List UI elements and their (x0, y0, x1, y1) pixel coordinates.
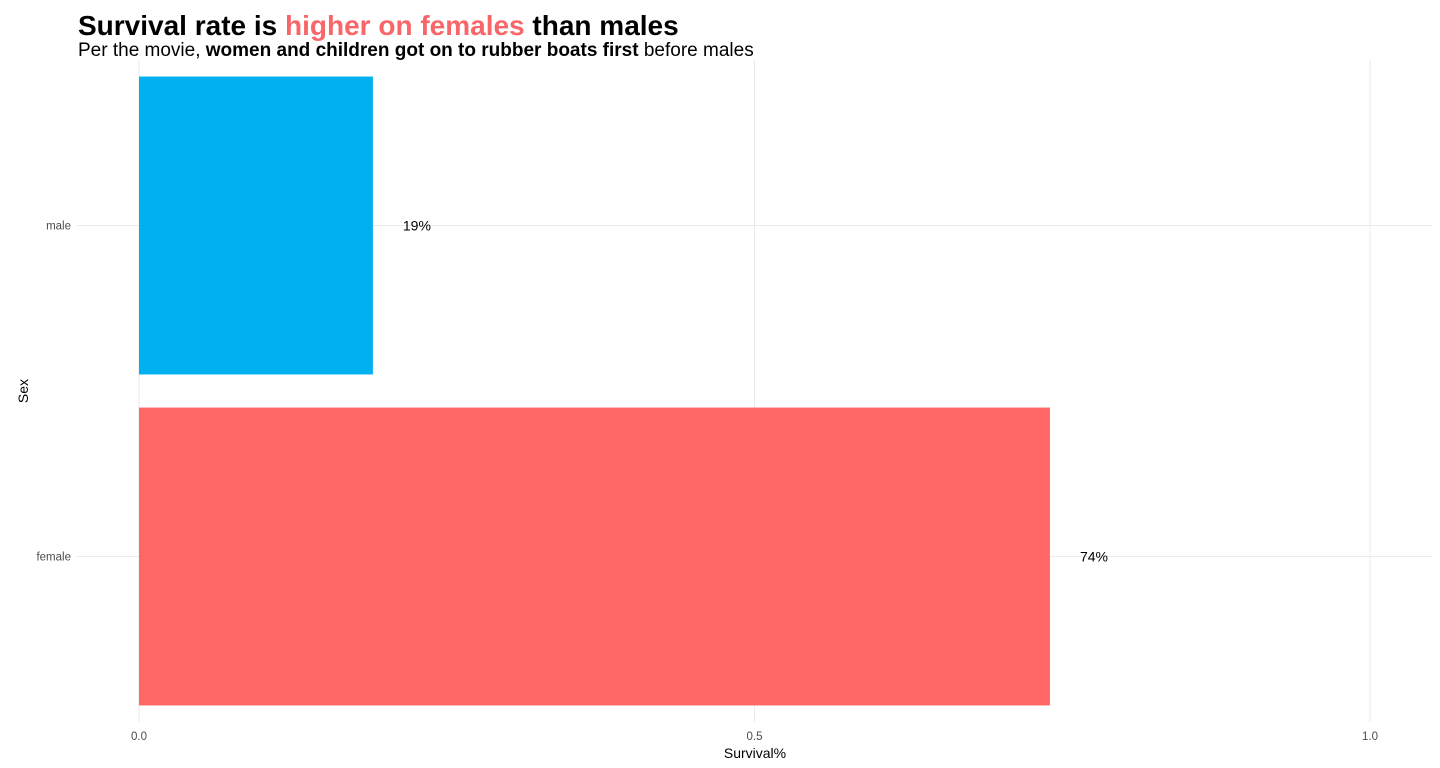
chart-subtitle: Per the movie, women and children got on… (78, 40, 754, 62)
chart-title: Survival rate is higher on females than … (78, 10, 679, 42)
y-axis-title: Sex (15, 379, 31, 403)
chart-title-highlight: higher on females (285, 10, 525, 41)
chart-subtitle-bold: women and children got on to rubber boat… (205, 40, 639, 61)
chart-title-prefix: Survival rate is (78, 10, 286, 41)
axis-ticks: 0.0 0.5 1.0 male female (36, 221, 1378, 744)
chart-subtitle-suffix: before males (638, 40, 754, 61)
x-tick-label: 0.0 (131, 731, 147, 743)
y-tick-label-female: female (36, 552, 71, 564)
data-label-female: 74% (1080, 549, 1108, 565)
chart-title-suffix: than males (524, 10, 679, 41)
data-label-male: 19% (403, 218, 431, 234)
bar-female (139, 407, 1050, 706)
bar-male (139, 76, 373, 375)
chart-subtitle-prefix: Per the movie, (78, 40, 206, 61)
bars (139, 76, 1050, 706)
x-axis-title: Survival% (724, 745, 786, 761)
y-tick-label-male: male (46, 221, 71, 233)
data-labels: 19% 74% (403, 218, 1108, 565)
x-tick-label: 0.5 (747, 731, 763, 743)
x-tick-label: 1.0 (1362, 731, 1378, 743)
